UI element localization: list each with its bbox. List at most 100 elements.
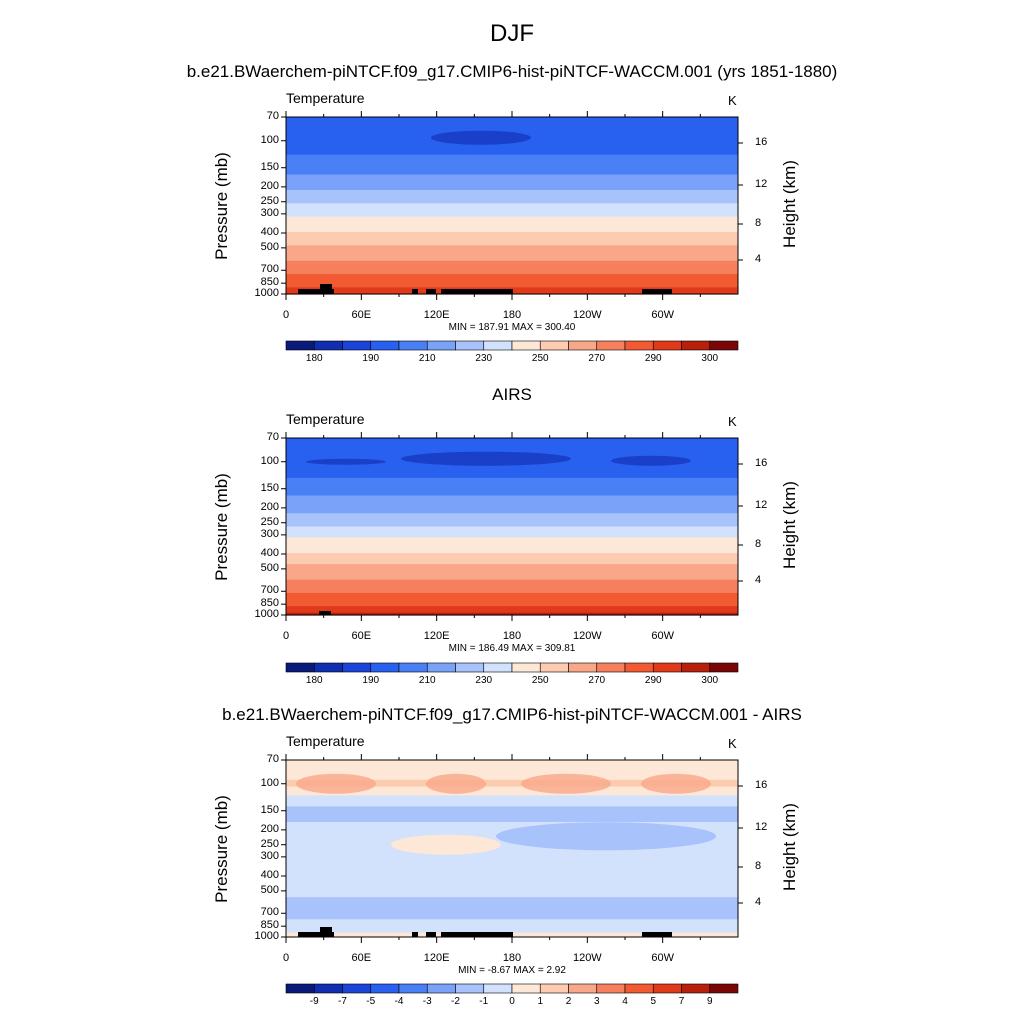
contour-band bbox=[286, 577, 738, 581]
y-tick-label: 1000 bbox=[254, 608, 279, 620]
contour-band bbox=[286, 768, 738, 772]
x-tick-label: 0 bbox=[282, 952, 290, 964]
colorbar-tick-label: 3 bbox=[593, 996, 600, 1007]
y-tick-label: 400 bbox=[260, 547, 279, 559]
contour-band bbox=[286, 187, 738, 191]
warm-anomaly bbox=[391, 834, 501, 855]
contour-band bbox=[286, 846, 738, 850]
contour-band bbox=[286, 170, 738, 173]
contour-band bbox=[286, 249, 738, 253]
y-tick-label: 400 bbox=[260, 869, 279, 881]
colorbar-swatch bbox=[426, 340, 456, 351]
colorbar-swatch bbox=[398, 340, 428, 351]
colorbar-swatch bbox=[370, 662, 400, 673]
y-tick-label: 400 bbox=[260, 226, 279, 238]
contour-band bbox=[286, 771, 738, 774]
colorbar-swatch bbox=[709, 340, 739, 351]
contour-band bbox=[286, 914, 738, 918]
contour-band bbox=[286, 572, 738, 576]
contour-band bbox=[286, 879, 738, 883]
min-max-stats: MIN = 187.91 MAX = 300.40 bbox=[448, 322, 576, 333]
colorbar-swatch bbox=[398, 983, 428, 994]
contour-band bbox=[286, 612, 738, 616]
warm-anomaly bbox=[426, 773, 486, 794]
contour-band bbox=[286, 449, 738, 452]
contour-band bbox=[286, 482, 738, 486]
colorbar-swatch bbox=[596, 983, 626, 994]
contour-band bbox=[286, 782, 738, 785]
contour-band bbox=[286, 802, 738, 805]
contour-band bbox=[286, 773, 738, 777]
y-axis-label: Pressure (mb) bbox=[212, 794, 231, 903]
contour-band bbox=[286, 145, 738, 149]
y-right-tick-label: 12 bbox=[755, 178, 768, 190]
colorbar-swatch bbox=[455, 340, 485, 351]
warm-anomaly bbox=[521, 773, 611, 794]
y-tick-label: 500 bbox=[260, 240, 279, 253]
colorbar-tick-label: 7 bbox=[678, 996, 685, 1007]
contour-band bbox=[286, 592, 738, 596]
contour-band bbox=[286, 559, 738, 563]
contour-band bbox=[286, 466, 738, 470]
contour-band bbox=[286, 530, 738, 534]
colorbar-tick-label: 230 bbox=[475, 353, 493, 364]
contour-band bbox=[286, 243, 738, 246]
contour-band bbox=[286, 267, 738, 271]
x-tick-label: 0 bbox=[282, 309, 290, 321]
y-tick-label: 700 bbox=[260, 263, 279, 276]
colorbar-tick-label: -2 bbox=[451, 996, 460, 1007]
contour-band bbox=[286, 917, 738, 920]
min-max-stats: MIN = -8.67 MAX = 2.92 bbox=[458, 965, 566, 976]
y-tick-label: 250 bbox=[260, 194, 279, 207]
y-axis-label: Pressure (mb) bbox=[212, 472, 231, 581]
colorbar-tick-label: -1 bbox=[479, 996, 489, 1007]
contour-band bbox=[286, 590, 738, 594]
contour-band bbox=[286, 606, 738, 609]
x-tick-label: 180 bbox=[502, 309, 522, 321]
x-tick-label: 180 bbox=[502, 952, 522, 964]
contour-band bbox=[286, 185, 738, 189]
colorbar-tick-label: 180 bbox=[305, 675, 323, 686]
colorbar-swatch bbox=[539, 662, 569, 673]
contour-plot bbox=[281, 111, 743, 300]
colorbar bbox=[285, 662, 739, 673]
colorbar-tick-label: 5 bbox=[650, 996, 657, 1007]
contour-band bbox=[286, 762, 738, 766]
colorbar-swatch bbox=[652, 983, 682, 994]
contour-band bbox=[286, 258, 738, 262]
colorbar-swatch bbox=[596, 340, 626, 351]
contour-band bbox=[286, 519, 738, 523]
y-right-tick-label: 8 bbox=[755, 538, 762, 550]
colorbar-tick-label: 290 bbox=[644, 353, 662, 364]
contour-band bbox=[286, 506, 738, 510]
contour-band bbox=[286, 486, 738, 490]
colorbar-tick-label: 1 bbox=[537, 996, 544, 1007]
y-tick-label: 1000 bbox=[254, 287, 279, 299]
contour-band bbox=[286, 285, 738, 288]
colorbar-swatch bbox=[709, 662, 739, 673]
colorbar-swatch bbox=[624, 662, 654, 673]
contour-band bbox=[286, 178, 738, 182]
contour-band bbox=[286, 130, 738, 134]
contour-band bbox=[286, 897, 738, 900]
contour-band bbox=[286, 147, 738, 151]
y-tick-label: 200 bbox=[260, 500, 279, 513]
contour-band bbox=[286, 861, 738, 865]
colorbar bbox=[285, 340, 739, 351]
contour-band bbox=[286, 826, 738, 830]
contour-band bbox=[286, 788, 738, 792]
colorbar-swatch bbox=[398, 662, 428, 673]
contour-band bbox=[286, 899, 738, 903]
cold-core bbox=[401, 451, 571, 466]
contour-band bbox=[286, 227, 738, 231]
colorbar-tick-label: 250 bbox=[531, 353, 549, 364]
contour-band bbox=[286, 251, 738, 255]
colorbar-swatch bbox=[370, 340, 400, 351]
contour-band bbox=[286, 468, 738, 472]
contour-band bbox=[286, 764, 738, 768]
contour-band bbox=[286, 229, 738, 233]
contour-band bbox=[286, 236, 738, 240]
y-tick-label: 500 bbox=[260, 561, 279, 574]
contour-band bbox=[286, 597, 738, 601]
topography bbox=[412, 289, 418, 294]
